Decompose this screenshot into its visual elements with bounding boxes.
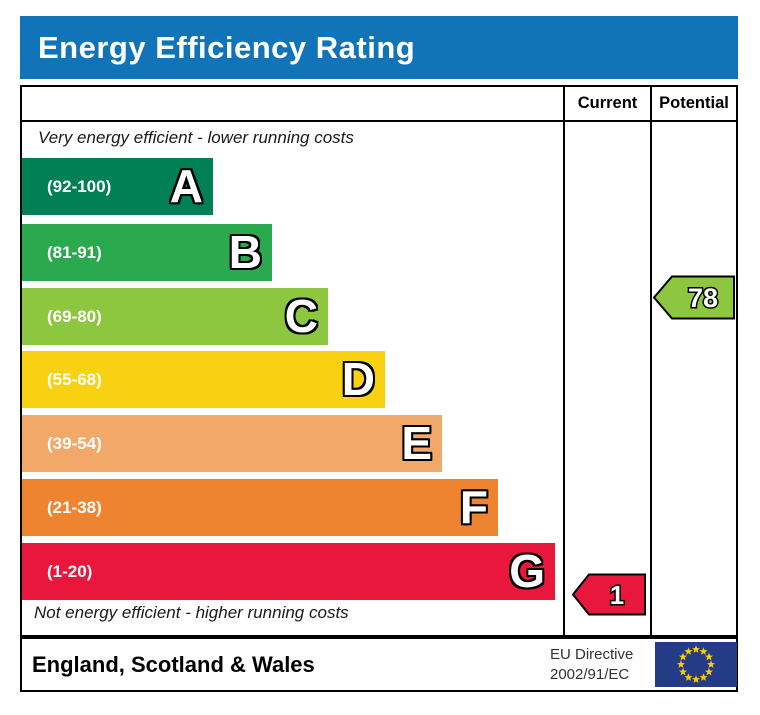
potential-column-header: Potential xyxy=(659,94,729,112)
band-f: (21-38) F xyxy=(22,479,498,536)
band-b-letter: B xyxy=(228,226,262,278)
band-f-range: (21-38) xyxy=(47,498,102,517)
page-title: Energy Efficiency Rating xyxy=(38,30,416,65)
band-c-range: (69-80) xyxy=(47,307,102,326)
band-a-range: (92-100) xyxy=(47,177,112,196)
band-d-letter: D xyxy=(341,353,375,405)
band-f-letter: F xyxy=(459,481,488,533)
region-label: England, Scotland & Wales xyxy=(32,651,315,677)
band-g-range: (1-20) xyxy=(47,562,93,581)
current-arrow-shape xyxy=(572,573,646,616)
potential-arrow-shape xyxy=(653,275,735,320)
band-e-letter: E xyxy=(401,417,432,469)
footer: England, Scotland & Wales EU Directive 2… xyxy=(20,637,738,692)
bottom-note: Not energy efficient - higher running co… xyxy=(34,603,349,622)
current-column-divider-line xyxy=(563,87,565,635)
eu-directive-label: EU Directive 2002/91/EC xyxy=(550,639,633,690)
band-g-letter: G xyxy=(509,545,545,597)
band-a-letter: A xyxy=(169,160,203,212)
band-a: (92-100) A xyxy=(22,158,213,215)
eu-directive-line1: EU Directive xyxy=(550,645,634,663)
band-c-letter: C xyxy=(284,290,318,342)
potential-column-divider-line xyxy=(650,87,652,635)
band-c: (69-80) C xyxy=(22,288,328,345)
current-rating-arrow: 1 xyxy=(572,573,646,616)
current-column-header: Current xyxy=(577,94,638,112)
potential-rating-value: 78 xyxy=(688,283,718,313)
band-b-range: (81-91) xyxy=(47,243,102,262)
current-rating-value: 1 xyxy=(610,580,624,610)
energy-rating-table: Current Potential Very energy efficient … xyxy=(20,85,738,637)
eu-flag-icon xyxy=(655,642,737,687)
title-bar: Energy Efficiency Rating xyxy=(20,16,738,79)
band-e: (39-54) E xyxy=(22,415,442,472)
potential-rating-arrow: 78 xyxy=(653,275,735,320)
band-b: (81-91) B xyxy=(22,224,272,281)
top-note: Very energy efficient - lower running co… xyxy=(38,128,354,147)
band-g: (1-20) G xyxy=(22,543,555,600)
band-d-range: (55-68) xyxy=(47,370,102,389)
eu-directive-line2: 2002/91/EC xyxy=(550,665,630,683)
band-e-range: (39-54) xyxy=(47,434,102,453)
header-divider-line xyxy=(22,120,736,122)
band-d: (55-68) D xyxy=(22,351,385,408)
